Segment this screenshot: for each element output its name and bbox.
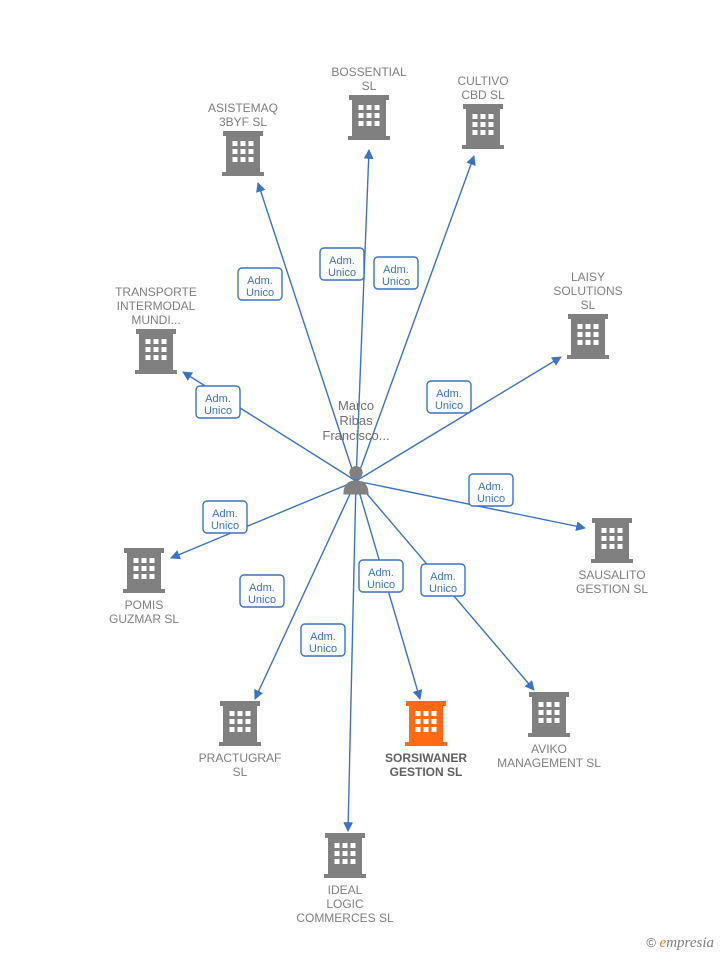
edge-badge-practugraf: Adm.Unico xyxy=(240,575,284,607)
svg-text:COMMERCES SL: COMMERCES SL xyxy=(296,911,394,925)
svg-text:MUNDI...: MUNDI... xyxy=(131,313,180,327)
svg-text:Adm.: Adm. xyxy=(368,567,394,579)
svg-text:SL: SL xyxy=(581,298,596,312)
svg-text:Unico: Unico xyxy=(429,583,457,595)
svg-text:INTERMODAL: INTERMODAL xyxy=(117,299,196,313)
svg-text:Unico: Unico xyxy=(246,287,274,299)
svg-text:LAISY: LAISY xyxy=(571,270,605,284)
node-label-transporte: TRANSPORTEINTERMODALMUNDI... xyxy=(115,285,197,327)
svg-text:GUZMAR SL: GUZMAR SL xyxy=(109,612,179,626)
edge-pomis xyxy=(171,481,356,558)
svg-text:Unico: Unico xyxy=(367,579,395,591)
edge-badge-aviko: Adm.Unico xyxy=(421,564,465,596)
edge-badge-transporte: Adm.Unico xyxy=(196,386,240,418)
node-label-practugraf: PRACTUGRAFSL xyxy=(199,751,282,779)
svg-text:Unico: Unico xyxy=(435,400,463,412)
svg-text:Adm.: Adm. xyxy=(310,631,336,643)
node-label-cultivo: CULTIVOCBD SL xyxy=(457,74,508,102)
node-label-sorsiwaner: SORSIWANERGESTION SL xyxy=(385,751,467,779)
svg-text:Ribas: Ribas xyxy=(339,413,373,428)
node-label-pomis: POMISGUZMAR SL xyxy=(109,598,179,626)
svg-text:MANAGEMENT SL: MANAGEMENT SL xyxy=(497,756,601,770)
svg-text:Adm.: Adm. xyxy=(383,264,409,276)
edge-laisy xyxy=(356,357,561,481)
svg-text:Unico: Unico xyxy=(309,643,337,655)
svg-text:POMIS: POMIS xyxy=(125,598,164,612)
building-icon-aviko xyxy=(528,692,570,737)
svg-text:Adm.: Adm. xyxy=(247,275,273,287)
node-label-aviko: AVIKOMANAGEMENT SL xyxy=(497,742,601,770)
svg-text:AVIKO: AVIKO xyxy=(531,742,567,756)
svg-text:CBD SL: CBD SL xyxy=(461,88,505,102)
node-label-laisy: LAISYSOLUTIONSSL xyxy=(553,270,622,312)
building-icon-pomis xyxy=(123,548,165,593)
building-icon-transporte xyxy=(135,329,177,374)
svg-text:Adm.: Adm. xyxy=(430,571,456,583)
svg-text:Adm.: Adm. xyxy=(436,388,462,400)
building-icon-asistemaq xyxy=(222,131,264,176)
building-icon-laisy xyxy=(567,314,609,359)
building-icon-sausalito xyxy=(591,518,633,563)
svg-text:Francisco...: Francisco... xyxy=(322,428,389,443)
copyright-symbol: © xyxy=(646,935,656,950)
svg-text:Unico: Unico xyxy=(477,493,505,505)
svg-text:Unico: Unico xyxy=(382,276,410,288)
building-icon-sorsiwaner xyxy=(405,701,447,746)
edge-badge-sausalito: Adm.Unico xyxy=(469,474,513,506)
svg-text:3BYF SL: 3BYF SL xyxy=(219,115,267,129)
building-icon-ideal xyxy=(324,833,366,878)
svg-text:SL: SL xyxy=(362,79,377,93)
svg-text:TRANSPORTE: TRANSPORTE xyxy=(115,285,197,299)
edge-badge-laisy: Adm.Unico xyxy=(427,381,471,413)
svg-text:Unico: Unico xyxy=(328,267,356,279)
brand-rest: mpresia xyxy=(666,935,714,951)
building-icon-bossential xyxy=(348,95,390,140)
svg-text:SORSIWANER: SORSIWANER xyxy=(385,751,467,765)
svg-text:Unico: Unico xyxy=(248,594,276,606)
svg-text:LOGIC: LOGIC xyxy=(326,897,364,911)
svg-text:Adm.: Adm. xyxy=(478,481,504,493)
svg-text:Unico: Unico xyxy=(211,520,239,532)
svg-text:GESTION SL: GESTION SL xyxy=(390,765,463,779)
svg-text:ASISTEMAQ: ASISTEMAQ xyxy=(208,101,278,115)
svg-text:Adm.: Adm. xyxy=(329,255,355,267)
svg-text:BOSSENTIAL: BOSSENTIAL xyxy=(331,65,407,79)
svg-text:Unico: Unico xyxy=(204,405,232,417)
footer-credit: © empresia xyxy=(646,935,714,952)
svg-text:SOLUTIONS: SOLUTIONS xyxy=(553,284,622,298)
network-diagram: Adm.UnicoAdm.UnicoAdm.UnicoAdm.UnicoAdm.… xyxy=(0,0,728,960)
svg-text:Marco: Marco xyxy=(338,398,374,413)
edge-badge-cultivo: Adm.Unico xyxy=(374,257,418,289)
edge-badge-pomis: Adm.Unico xyxy=(203,501,247,533)
node-label-bossential: BOSSENTIALSL xyxy=(331,65,407,93)
building-icon-practugraf xyxy=(219,701,261,746)
node-label-sausalito: SAUSALITOGESTION SL xyxy=(576,568,648,596)
edge-badge-asistemaq: Adm.Unico xyxy=(238,268,282,300)
svg-text:SAUSALITO: SAUSALITO xyxy=(578,568,645,582)
edge-badge-bossential: Adm.Unico xyxy=(320,248,364,280)
svg-text:GESTION SL: GESTION SL xyxy=(576,582,648,596)
building-icon-cultivo xyxy=(462,104,504,149)
edge-badge-ideal: Adm.Unico xyxy=(301,624,345,656)
svg-text:CULTIVO: CULTIVO xyxy=(457,74,508,88)
node-label-asistemaq: ASISTEMAQ3BYF SL xyxy=(208,101,278,129)
edge-ideal xyxy=(348,481,356,831)
center-label: MarcoRibasFrancisco... xyxy=(322,398,389,443)
edge-badge-sorsiwaner: Adm.Unico xyxy=(359,560,403,592)
svg-text:SL: SL xyxy=(233,765,248,779)
svg-text:IDEAL: IDEAL xyxy=(328,883,363,897)
svg-text:Adm.: Adm. xyxy=(205,393,231,405)
svg-text:Adm.: Adm. xyxy=(212,508,238,520)
svg-text:PRACTUGRAF: PRACTUGRAF xyxy=(199,751,282,765)
svg-text:Adm.: Adm. xyxy=(249,582,275,594)
node-label-ideal: IDEALLOGICCOMMERCES SL xyxy=(296,883,394,925)
